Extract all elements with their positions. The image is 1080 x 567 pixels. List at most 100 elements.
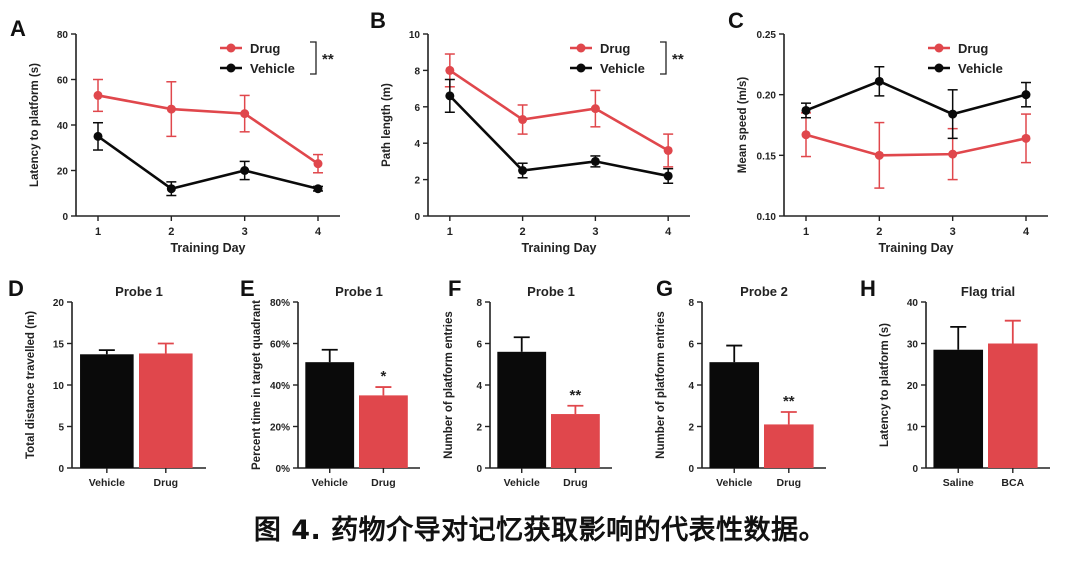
x-tick-label: Vehicle xyxy=(89,477,125,489)
legend-marker xyxy=(576,63,586,73)
y-tick-label: 80 xyxy=(57,30,69,41)
bar-drug xyxy=(139,353,193,468)
y-tick-label: 20% xyxy=(270,423,290,434)
panel-letter: H xyxy=(860,276,876,301)
y-axis-label: Path length (m) xyxy=(381,83,393,167)
y-tick-label: 0 xyxy=(912,464,918,475)
y-tick-label: 6 xyxy=(688,340,694,351)
data-point xyxy=(801,130,811,140)
series-line xyxy=(448,94,669,178)
panel-e: E 0% 20% 40% 60% 80% Percent time in target qu… xyxy=(240,276,420,489)
series-line xyxy=(805,133,1027,157)
data-point xyxy=(590,156,600,166)
legend-marker xyxy=(934,43,944,53)
series-vehicle xyxy=(93,121,323,197)
data-point xyxy=(874,150,884,160)
x-axis-label: Training Day xyxy=(878,241,953,255)
legend-label: Vehicle xyxy=(958,61,1003,76)
bar-saline xyxy=(933,349,984,468)
data-point xyxy=(874,76,884,86)
panel-title: Probe 1 xyxy=(527,284,575,299)
y-axis-label: Mean speed (m/s) xyxy=(737,77,749,174)
panel-b: B 0 2 4 6 8 10 Path length (m) 1 2 3 4 Training Day D… xyxy=(370,8,690,255)
bar-vehicle xyxy=(305,362,355,468)
x-tick-label: 2 xyxy=(876,226,882,238)
y-tick-label: 10 xyxy=(409,30,421,41)
y-tick-label: 8 xyxy=(414,66,420,77)
panel-letter: A xyxy=(10,16,26,41)
data-point xyxy=(1021,90,1031,100)
x-tick-label: 1 xyxy=(95,226,101,238)
x-tick-label: BCA xyxy=(1001,477,1024,489)
legend-marker xyxy=(226,63,236,73)
significance-bracket xyxy=(660,41,667,75)
y-axis-label: Latency to platform (s) xyxy=(879,323,891,447)
x-tick-label: Vehicle xyxy=(716,477,752,489)
y-tick-label: 6 xyxy=(476,340,482,351)
x-tick-label: Drug xyxy=(563,477,588,489)
y-tick-label: 40 xyxy=(57,121,69,132)
y-tick-label: 0 xyxy=(62,212,68,223)
x-tick-label: 4 xyxy=(1023,226,1030,238)
series-line xyxy=(805,79,1027,116)
panel-letter: C xyxy=(728,8,744,33)
data-point xyxy=(445,91,455,101)
x-axis-label: Training Day xyxy=(521,241,596,255)
bar-drug xyxy=(764,424,814,468)
x-tick-label: 4 xyxy=(665,226,672,238)
y-tick-label: 10 xyxy=(53,381,65,392)
legend-marker xyxy=(576,43,586,53)
x-tick-label: 3 xyxy=(242,226,248,238)
series-vehicle xyxy=(444,78,674,184)
y-tick-label: 60 xyxy=(57,76,69,87)
legend-marker xyxy=(226,43,236,53)
y-tick-label: 20 xyxy=(907,381,919,392)
data-point xyxy=(240,166,250,175)
y-tick-label: 4 xyxy=(414,139,420,150)
panel-h: H 0 10 20 30 40 Latency to platform (s) Flag tr… xyxy=(860,276,1050,489)
x-axis-label: Training Day xyxy=(170,241,245,255)
panel-f: F 0 2 4 6 8 Number of platform entries Probe 1 V… xyxy=(443,276,612,489)
panel-title: Probe 2 xyxy=(740,284,788,299)
panel-d: D 0 5 10 15 20 Total distance travelled (m) Pro… xyxy=(8,276,206,489)
significance-label: ** xyxy=(322,51,334,68)
y-tick-label: 0.10 xyxy=(757,212,777,223)
y-tick-label: 2 xyxy=(476,423,482,434)
data-point xyxy=(313,184,323,194)
bar-bca xyxy=(988,343,1038,468)
y-tick-label: 20 xyxy=(53,298,65,309)
x-tick-label: 2 xyxy=(168,226,174,238)
data-point xyxy=(801,105,811,115)
data-point xyxy=(166,184,176,194)
y-tick-label: 60% xyxy=(270,340,290,351)
y-tick-label: 40% xyxy=(270,381,290,392)
data-point xyxy=(948,109,958,119)
x-tick-label: Drug xyxy=(777,477,802,489)
y-tick-label: 6 xyxy=(414,103,420,114)
bar-vehicle xyxy=(497,351,547,468)
y-tick-label: 20 xyxy=(57,167,69,178)
series-drug xyxy=(801,112,1031,189)
bar-drug xyxy=(551,414,600,468)
y-tick-label: 4 xyxy=(688,381,694,392)
x-tick-label: Saline xyxy=(943,477,974,489)
y-tick-label: 0 xyxy=(414,212,420,223)
series-drug xyxy=(93,78,323,174)
x-tick-label: Drug xyxy=(371,477,396,489)
y-tick-label: 80% xyxy=(270,298,290,309)
y-tick-label: 0 xyxy=(688,464,694,475)
y-tick-label: 0 xyxy=(58,464,64,475)
y-tick-label: 0.15 xyxy=(757,151,777,162)
x-tick-label: 2 xyxy=(520,226,526,238)
series-line xyxy=(449,69,669,152)
y-tick-label: 15 xyxy=(53,340,65,351)
y-tick-label: 30 xyxy=(907,340,919,351)
data-point xyxy=(663,145,673,155)
legend-marker xyxy=(934,63,944,73)
data-point xyxy=(518,166,528,175)
legend-label: Vehicle xyxy=(600,61,645,76)
x-tick-label: 1 xyxy=(803,226,809,238)
y-axis-label: Total distance travelled (m) xyxy=(25,311,37,459)
y-tick-label: 0.20 xyxy=(757,91,777,102)
